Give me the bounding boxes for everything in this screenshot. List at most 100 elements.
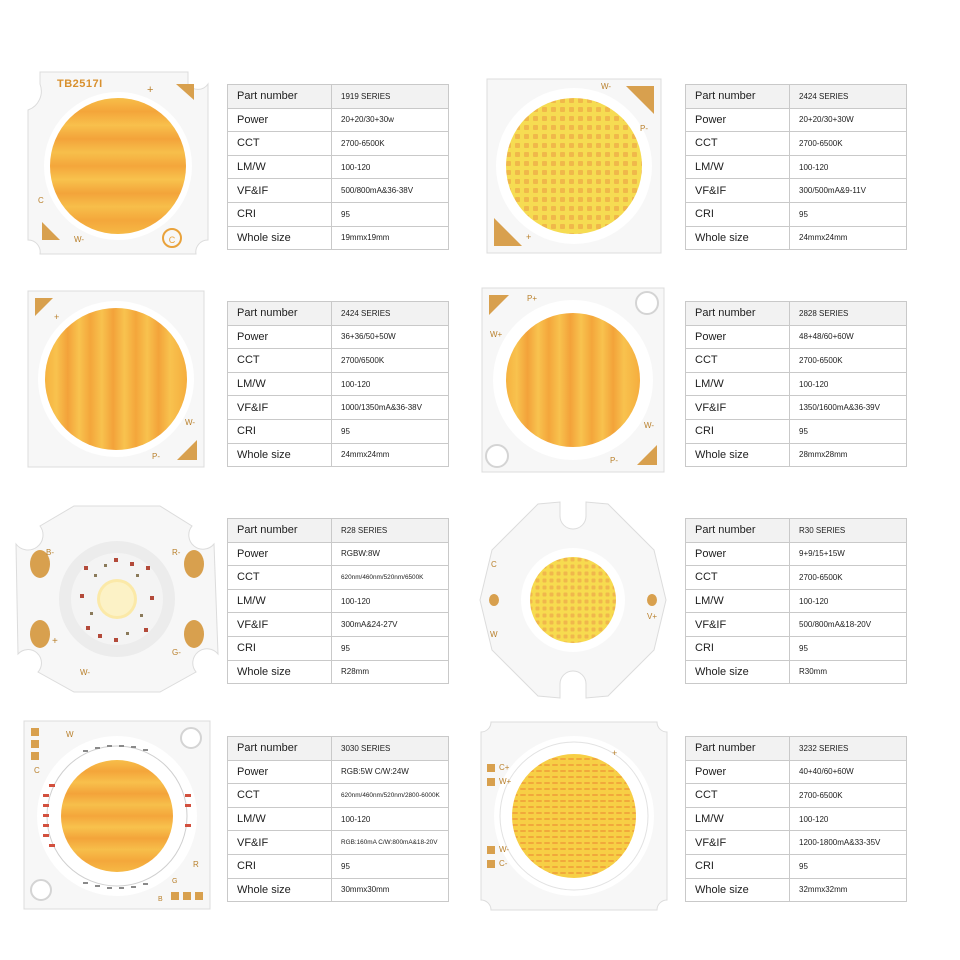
spec-row: Power 9+9/15+15W	[685, 541, 907, 566]
chip-marking: +	[54, 312, 60, 322]
spec-row: Part number 2828 SERIES	[685, 301, 907, 326]
spec-label: CRI	[685, 418, 790, 444]
spec-row: Whole size 19mmx19mm	[227, 225, 449, 250]
spec-row: CRI 95	[685, 635, 907, 661]
spec-value: 95	[331, 853, 449, 879]
cob-chip-image	[26, 70, 210, 256]
spec-row: CRI 95	[227, 635, 449, 661]
chip-marking: +	[147, 84, 154, 96]
chip-marking: W+	[490, 330, 503, 339]
spec-row: VF&IF 500/800mA&36-38V	[227, 178, 449, 203]
spec-label: Whole size	[227, 877, 332, 902]
spec-table: Part number 2828 SERIES Power 48+48/60+60W…	[685, 301, 907, 468]
spec-value: 100-120	[331, 154, 449, 179]
spec-label: Whole size	[685, 442, 790, 467]
spec-label: CCT	[227, 565, 332, 590]
spec-row: CRI 95	[685, 853, 907, 879]
spec-label: VF&IF	[685, 178, 790, 203]
spec-table: Part number R28 SERIES Power RGBW:8W CCT 62…	[227, 518, 449, 685]
spec-value: 500/800mA&36-38V	[331, 178, 449, 203]
spec-row: LM/W 100-120	[227, 588, 449, 613]
spec-label: Part number	[227, 301, 332, 326]
cob-chip-image	[479, 720, 669, 912]
spec-label: VF&IF	[227, 830, 332, 855]
spec-row: CRI 95	[227, 853, 449, 879]
spec-value: 24mmx24mm	[331, 442, 449, 467]
spec-row: Whole size 30mmx30mm	[227, 877, 449, 902]
spec-label: CCT	[227, 783, 332, 808]
spec-label: Part number	[685, 301, 790, 326]
spec-value: 1000/1350mA&36-38V	[331, 395, 449, 420]
spec-label: Power	[227, 324, 332, 349]
spec-value: 95	[331, 635, 449, 661]
cob-chip-image	[27, 290, 205, 468]
spec-label: LM/W	[227, 806, 332, 831]
spec-label: CRI	[685, 201, 790, 227]
chip-marking: P-	[610, 456, 618, 465]
spec-row: Part number 2424 SERIES	[227, 301, 449, 326]
spec-row: Whole size R30mm	[685, 659, 907, 684]
spec-row: CCT 2700/6500K	[227, 348, 449, 373]
chip-marking: B	[158, 896, 163, 903]
spec-row: CCT 2700-6500K	[685, 348, 907, 373]
spec-value: 2700-6500K	[789, 565, 907, 590]
chip-marking: C	[34, 766, 40, 775]
spec-label: Whole size	[685, 877, 790, 902]
spec-label: Power	[685, 107, 790, 132]
chip-model-label: TB2517I	[57, 78, 103, 90]
spec-value: 2828 SERIES	[789, 301, 907, 326]
spec-label: VF&IF	[685, 612, 790, 637]
logo-badge-icon: C	[162, 228, 182, 248]
spec-row: LM/W 100-120	[227, 154, 449, 179]
spec-label: VF&IF	[227, 395, 332, 420]
spec-value: 100-120	[789, 806, 907, 831]
chip-marking: W-	[74, 235, 85, 244]
spec-value: 300mA&24-27V	[331, 612, 449, 637]
chip-marking: W-	[185, 418, 196, 427]
spec-row: Part number 3232 SERIES	[685, 736, 907, 761]
spec-label: CCT	[685, 565, 790, 590]
spec-row: Whole size 32mmx32mm	[685, 877, 907, 902]
spec-label: Part number	[685, 518, 790, 543]
chip-marking: C	[38, 196, 44, 205]
spec-row: Whole size 24mmx24mm	[227, 442, 449, 467]
spec-value: RGB:5W C/W:24W	[331, 759, 449, 784]
spec-label: Whole size	[227, 442, 332, 467]
spec-label: LM/W	[227, 588, 332, 613]
spec-value: 500/800mA&18-20V	[789, 612, 907, 637]
cob-chip-image	[481, 287, 665, 473]
cob-chip-image	[486, 78, 662, 254]
spec-value: 95	[789, 418, 907, 444]
spec-value: 36+36/50+50W	[331, 324, 449, 349]
spec-value: 48+48/60+60W	[789, 324, 907, 349]
spec-label: Part number	[227, 84, 332, 109]
spec-row: VF&IF 500/800mA&18-20V	[685, 612, 907, 637]
spec-label: Part number	[227, 736, 332, 761]
chip-marking: W-	[80, 668, 91, 677]
spec-value: 2700-6500K	[789, 131, 907, 156]
spec-label: Whole size	[227, 659, 332, 684]
spec-value: 24mmx24mm	[789, 225, 907, 250]
chip-marking: G-	[172, 648, 181, 657]
chip-marking: V+	[647, 612, 658, 621]
spec-label: VF&IF	[227, 612, 332, 637]
spec-value: 1200-1800mA&33-35V	[789, 830, 907, 855]
spec-value: 300/500mA&9-11V	[789, 178, 907, 203]
spec-value: 620nm/460nm/520nm/6500K	[331, 565, 449, 590]
spec-row: Part number R28 SERIES	[227, 518, 449, 543]
chip-marking: +	[612, 748, 618, 758]
spec-label: VF&IF	[685, 830, 790, 855]
chip-marking: W+	[499, 777, 512, 786]
spec-label: LM/W	[227, 154, 332, 179]
spec-value: 32mmx32mm	[789, 877, 907, 902]
spec-row: Part number 2424 SERIES	[685, 84, 907, 109]
spec-value: 100-120	[331, 806, 449, 831]
spec-row: CRI 95	[227, 418, 449, 444]
spec-value: 3232 SERIES	[789, 736, 907, 761]
spec-row: LM/W 100-120	[685, 154, 907, 179]
spec-value: 100-120	[331, 588, 449, 613]
spec-label: Power	[227, 759, 332, 784]
spec-value: 100-120	[789, 154, 907, 179]
spec-label: Power	[227, 541, 332, 566]
spec-label: Part number	[685, 84, 790, 109]
